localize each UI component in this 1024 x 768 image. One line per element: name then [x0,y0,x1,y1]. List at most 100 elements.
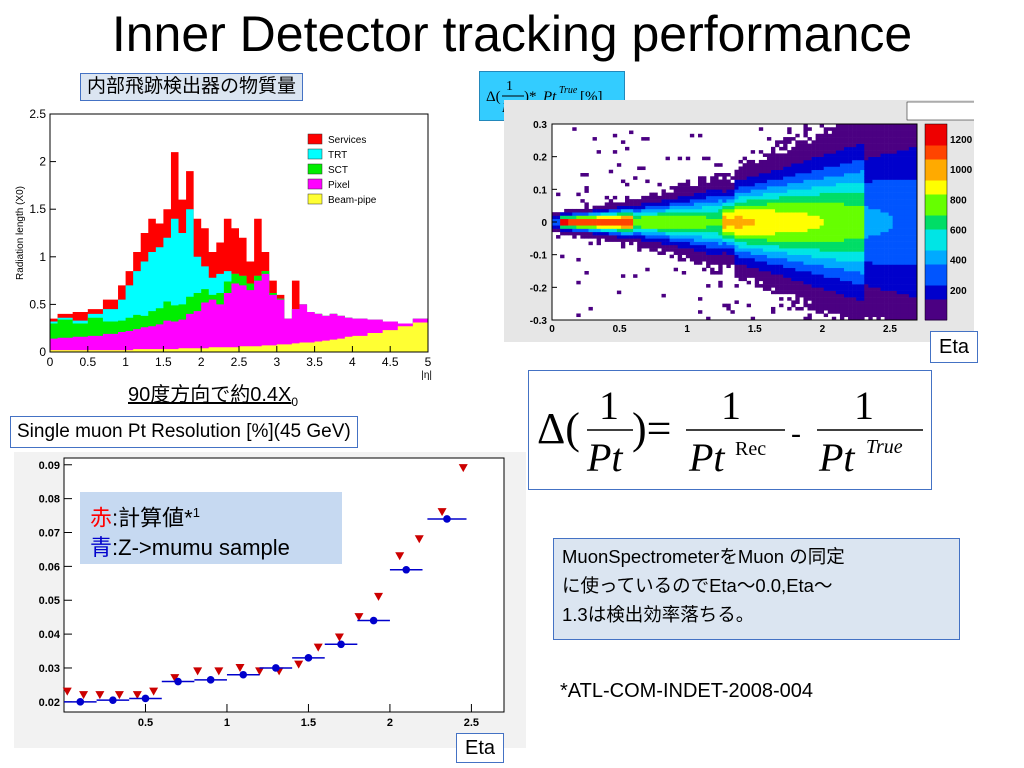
heatmap-cell [710,222,715,226]
heatmap-cell [844,248,849,252]
heatmap-cell [815,140,820,144]
heatmap-cell [880,189,885,193]
heatmap-cell [876,235,881,239]
heatmap-cell [698,248,703,252]
heatmap-cell [888,228,893,233]
heatmap-cell [811,280,816,285]
heatmap-cell [787,179,792,184]
heatmap-cell [706,241,711,246]
heatmap-cell [876,205,881,210]
heatmap-cell [689,215,695,220]
heatmap-cell [884,192,889,197]
heatmap-cell [706,238,711,242]
heatmap-cell [669,192,674,197]
heatmap-cell [758,284,764,288]
heatmap-cell [888,163,893,167]
heatmap-cell [852,235,857,239]
heatmap-cell [852,166,857,171]
heatmap-cell [787,297,792,301]
svg-text:Δ(: Δ( [486,89,501,105]
heatmap-cell [860,277,865,282]
heatmap-cell [762,274,768,278]
heatmap-cell [657,202,662,206]
heatmap-cell [758,238,764,242]
heatmap-cell [787,166,792,171]
heatmap-cell [718,248,723,252]
heatmap-cell [706,205,711,210]
heatmap-cell [839,192,845,197]
heatmap-cell [730,186,735,190]
heatmap-cell [730,310,735,314]
heatmap-cell [722,192,727,197]
heatmap-cell [629,241,634,246]
heatmap-cell [852,143,857,148]
heatmap-cell [795,267,800,272]
heatmap-colorbar-cell [925,285,947,293]
heatmap-cell [827,163,833,167]
heatmap-cell [681,238,687,242]
heatmap-cell [779,303,784,308]
heatmap-cell [844,235,849,239]
heatmap-cell [848,173,853,177]
heatmap-cell [827,290,833,295]
heatmap-cell [681,225,687,229]
heatmap-cell [750,235,756,239]
heatmap-cell [852,205,857,210]
heatmap-cell [856,205,861,210]
heatmap-cell [799,169,804,174]
heatmap-cell [868,284,873,288]
heatmap-cell [884,195,889,200]
heatmap-cell [791,205,796,210]
heatmap-cell [779,189,784,193]
heatmap-cell [791,300,796,304]
heatmap-cell [775,176,780,180]
heatmap-cell [661,189,666,193]
heatmap-cell [856,159,861,164]
heatmap-cell [779,169,784,174]
heatmap-cell [689,248,695,252]
heatmap-cell [844,264,849,269]
heatmap-cell [904,212,910,216]
heatmap-cell [576,257,581,262]
heatmap-cell [884,241,889,246]
heatmap-cell [576,228,581,233]
heatmap-cell [734,212,739,216]
heatmap-cell [685,156,691,161]
heatmap-cell [807,225,812,229]
heatmap-cell [653,192,658,197]
heatmap-cell [876,173,881,177]
heatmap-cell [904,186,910,190]
heatmap-cell [742,163,747,167]
heatmap-cell [908,261,914,265]
heatmap-cell [852,195,857,200]
heatmap-cell [766,277,772,282]
heatmap-cell [665,212,670,216]
heatmap-cell [807,205,812,210]
heatmap-cell [880,179,885,184]
heatmap-cell [880,218,885,223]
heatmap-cell [665,228,670,233]
heatmap-cell [823,179,829,184]
heatmap-cell [880,192,885,197]
heatmap-cell [900,225,906,229]
heatmap-cell [815,215,820,220]
heatmap-cell [888,176,893,180]
heatmap-cell [823,137,829,141]
heatmap-cell [584,208,589,213]
heatmap-cell [848,228,853,233]
heatmap-cell [856,238,861,242]
heatmap-cell [637,199,642,203]
heatmap-cell [852,182,857,187]
heatmap-cell [860,192,865,197]
heatmap-cell [649,202,654,206]
heatmap-cell [864,235,869,239]
heatmap-cell [912,231,918,236]
heatmap-cell [722,202,727,206]
heatmap-cell [750,261,756,265]
heatmap-cell [775,248,780,252]
heatmap-cell [852,228,857,233]
heatmap-cell [868,182,873,187]
heatmap-cell [787,228,792,233]
heatmap-cell [908,156,914,161]
material-ytick-label: 2 [39,155,46,169]
